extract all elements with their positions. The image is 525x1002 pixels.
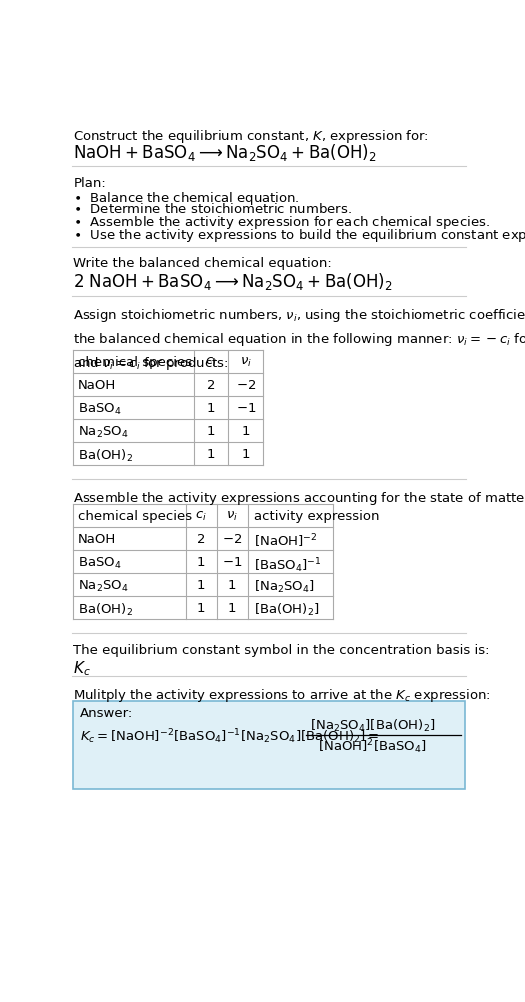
Text: Answer:: Answer: (80, 707, 133, 720)
Text: $\mathrm{BaSO_4}$: $\mathrm{BaSO_4}$ (78, 556, 122, 571)
Text: $[\mathrm{NaOH}]^2[\mathrm{BaSO_4}]$: $[\mathrm{NaOH}]^2[\mathrm{BaSO_4}]$ (318, 737, 426, 757)
Text: $-1$: $-1$ (236, 402, 256, 415)
Text: $\mathrm{Na_2SO_4}$: $\mathrm{Na_2SO_4}$ (78, 579, 129, 594)
Text: $[\mathrm{BaSO_4}]^{-1}$: $[\mathrm{BaSO_4}]^{-1}$ (254, 556, 322, 575)
Text: $\nu_i$: $\nu_i$ (240, 356, 252, 369)
Text: 1: 1 (197, 602, 205, 615)
Text: $\nu_i$: $\nu_i$ (226, 510, 238, 523)
Text: $K_c$: $K_c$ (74, 659, 91, 678)
Text: $[\mathrm{Na_2SO_4}][\mathrm{Ba(OH)_2}]$: $[\mathrm{Na_2SO_4}][\mathrm{Ba(OH)_2}]$ (310, 717, 435, 733)
Text: $\mathrm{Ba(OH)_2}$: $\mathrm{Ba(OH)_2}$ (78, 448, 133, 464)
Text: Construct the equilibrium constant, $K$, expression for:: Construct the equilibrium constant, $K$,… (74, 128, 429, 145)
Text: chemical species: chemical species (78, 356, 192, 369)
Text: $c_i$: $c_i$ (195, 510, 207, 523)
Text: 1: 1 (207, 448, 215, 461)
Text: 1: 1 (207, 402, 215, 415)
Text: 1: 1 (242, 425, 250, 438)
Text: $\mathrm{Ba(OH)_2}$: $\mathrm{Ba(OH)_2}$ (78, 602, 133, 618)
Text: $\bullet$  Determine the stoichiometric numbers.: $\bullet$ Determine the stoichiometric n… (74, 201, 352, 215)
Text: $\bullet$  Balance the chemical equation.: $\bullet$ Balance the chemical equation. (74, 189, 300, 206)
Text: NaOH: NaOH (78, 379, 116, 392)
Text: $[\mathrm{Ba(OH)_2}]$: $[\mathrm{Ba(OH)_2}]$ (254, 602, 320, 618)
Text: 1: 1 (228, 602, 236, 615)
Text: $c_i$: $c_i$ (205, 356, 217, 369)
Text: chemical species: chemical species (78, 510, 192, 523)
Text: Assign stoichiometric numbers, $\nu_i$, using the stoichiometric coefficients, $: Assign stoichiometric numbers, $\nu_i$, … (74, 307, 525, 372)
Text: $-2$: $-2$ (222, 533, 243, 546)
Text: Mulitply the activity expressions to arrive at the $K_c$ expression:: Mulitply the activity expressions to arr… (74, 687, 491, 704)
Text: 2: 2 (197, 533, 205, 546)
Text: $\bullet$  Use the activity expressions to build the equilibrium constant expres: $\bullet$ Use the activity expressions t… (74, 226, 525, 243)
Text: $K_c = [\mathrm{NaOH}]^{-2}[\mathrm{BaSO_4}]^{-1}[\mathrm{Na_2SO_4}][\mathrm{Ba(: $K_c = [\mathrm{NaOH}]^{-2}[\mathrm{BaSO… (80, 727, 379, 745)
Text: $\mathrm{Na_2SO_4}$: $\mathrm{Na_2SO_4}$ (78, 425, 129, 440)
Text: $-1$: $-1$ (222, 556, 243, 569)
Text: Assemble the activity expressions accounting for the state of matter and $\nu_i$: Assemble the activity expressions accoun… (74, 490, 525, 507)
Text: NaOH: NaOH (78, 533, 116, 546)
Text: Write the balanced chemical equation:: Write the balanced chemical equation: (74, 258, 332, 271)
Text: $-2$: $-2$ (236, 379, 256, 392)
Text: $[\mathrm{NaOH}]^{-2}$: $[\mathrm{NaOH}]^{-2}$ (254, 533, 318, 550)
Text: 1: 1 (197, 579, 205, 592)
FancyBboxPatch shape (74, 700, 465, 790)
Text: The equilibrium constant symbol in the concentration basis is:: The equilibrium constant symbol in the c… (74, 644, 490, 657)
Text: $\mathrm{BaSO_4}$: $\mathrm{BaSO_4}$ (78, 402, 122, 417)
Text: $[\mathrm{Na_2SO_4}]$: $[\mathrm{Na_2SO_4}]$ (254, 579, 315, 595)
Text: 1: 1 (197, 556, 205, 569)
Text: $\mathrm{NaOH + BaSO_4 \longrightarrow Na_2SO_4 + Ba(OH)_2}$: $\mathrm{NaOH + BaSO_4 \longrightarrow N… (74, 142, 377, 162)
Text: Plan:: Plan: (74, 177, 106, 190)
Text: $\bullet$  Assemble the activity expression for each chemical species.: $\bullet$ Assemble the activity expressi… (74, 214, 490, 231)
Text: 1: 1 (242, 448, 250, 461)
Text: 2: 2 (207, 379, 215, 392)
Text: 1: 1 (228, 579, 236, 592)
Text: $\mathrm{2\ NaOH + BaSO_4 \longrightarrow Na_2SO_4 + Ba(OH)_2}$: $\mathrm{2\ NaOH + BaSO_4 \longrightarro… (74, 272, 393, 293)
Text: activity expression: activity expression (254, 510, 380, 523)
Text: 1: 1 (207, 425, 215, 438)
